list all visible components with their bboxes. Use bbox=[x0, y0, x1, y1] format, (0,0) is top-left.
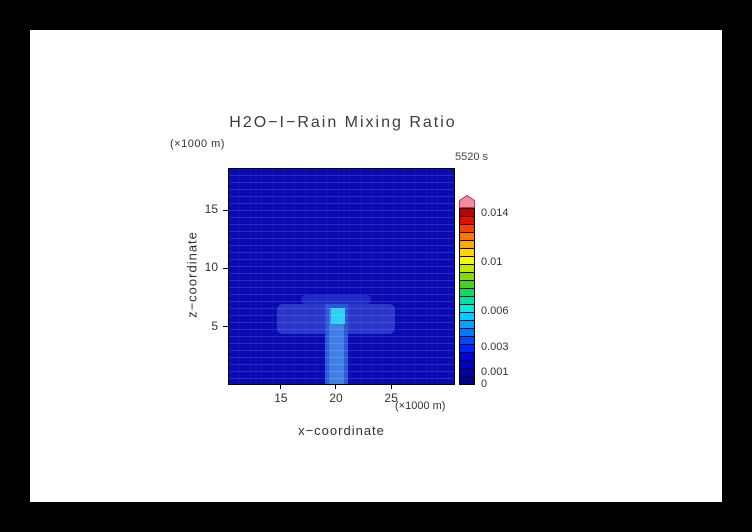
colorbar-band-17 bbox=[460, 241, 474, 248]
x-axis-label: x−coordinate bbox=[298, 423, 385, 438]
colorbar-tick-label: 0 bbox=[481, 378, 488, 390]
colorbar-band-7 bbox=[460, 321, 474, 328]
colorbar-band-4 bbox=[460, 345, 474, 352]
x-tick-mark bbox=[335, 385, 337, 389]
colorbar-tick-label: 0.003 bbox=[481, 341, 509, 354]
colorbar-band-0 bbox=[460, 377, 474, 384]
colorbar bbox=[459, 208, 475, 385]
colorbar-band-15 bbox=[460, 257, 474, 264]
x-axis-unit-label: (×1000 m) bbox=[395, 400, 446, 412]
heatmap-region-column bbox=[329, 307, 344, 384]
colorbar-band-10 bbox=[460, 297, 474, 304]
time-label: 5520 s bbox=[455, 151, 489, 163]
heatmap-region-anvil-top bbox=[301, 295, 371, 305]
colorbar-band-11 bbox=[460, 289, 474, 296]
colorbar-band-2 bbox=[460, 361, 474, 368]
colorbar-band-5 bbox=[460, 337, 474, 344]
x-tick-label: 15 bbox=[274, 391, 288, 405]
z-tick-mark bbox=[223, 326, 228, 328]
colorbar-band-12 bbox=[460, 281, 474, 288]
colorbar-band-16 bbox=[460, 249, 474, 256]
x-tick-label: 20 bbox=[329, 391, 343, 405]
colorbar-band-18 bbox=[460, 233, 474, 240]
colorbar-band-14 bbox=[460, 265, 474, 272]
heatmap-plot bbox=[228, 168, 455, 385]
colorbar-tick-label: 0.001 bbox=[481, 365, 509, 378]
colorbar-band-19 bbox=[460, 225, 474, 232]
colorbar-tick-label: 0.014 bbox=[481, 207, 509, 220]
z-tick-label: 15 bbox=[204, 202, 218, 216]
colorbar-band-6 bbox=[460, 329, 474, 336]
colorbar-band-8 bbox=[460, 313, 474, 320]
x-tick-label: 25 bbox=[384, 391, 398, 405]
z-tick-label: 5 bbox=[211, 318, 218, 333]
plot-canvas: H2O−I−Rain Mixing Ratio (×1000 m) 5520 s… bbox=[30, 30, 722, 502]
colorbar-band-13 bbox=[460, 273, 474, 280]
z-tick-mark bbox=[223, 209, 228, 211]
z-axis-unit-label: (×1000 m) bbox=[170, 138, 225, 150]
colorbar-band-21 bbox=[460, 209, 474, 216]
colorbar-tick-label: 0.006 bbox=[481, 304, 509, 317]
colorbar-band-20 bbox=[460, 217, 474, 224]
colorbar-band-3 bbox=[460, 353, 474, 360]
colorbar-band-9 bbox=[460, 305, 474, 312]
heatmap-region-core bbox=[330, 307, 345, 324]
x-tick-mark bbox=[390, 385, 392, 389]
chart-title: H2O−I−Rain Mixing Ratio bbox=[229, 114, 457, 131]
x-tick-mark bbox=[280, 385, 282, 389]
colorbar-arrow-icon bbox=[459, 195, 475, 208]
colorbar-band-1 bbox=[460, 369, 474, 376]
z-tick-mark bbox=[223, 267, 228, 269]
z-tick-label: 10 bbox=[204, 260, 218, 275]
colorbar-tick-label: 0.01 bbox=[481, 255, 503, 268]
